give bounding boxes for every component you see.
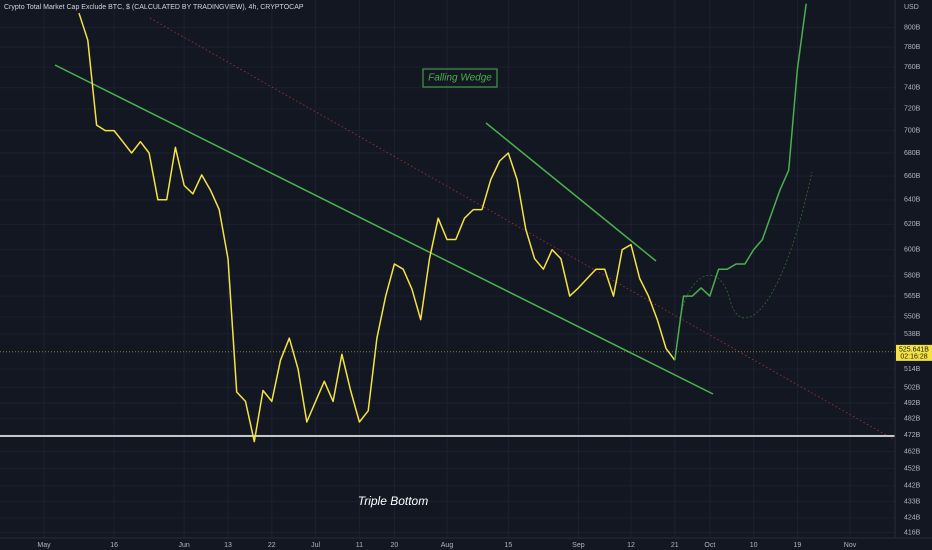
x-tick-label: 10 bbox=[750, 542, 758, 549]
y-tick-label: 514B bbox=[904, 366, 921, 373]
y-tick-label: 600B bbox=[904, 247, 921, 254]
y-tick-label: 502B bbox=[904, 384, 921, 391]
y-tick-label: 640B bbox=[904, 197, 921, 204]
y-tick-label: 740B bbox=[904, 85, 921, 92]
price-box bbox=[896, 344, 932, 361]
y-tick-label: 660B bbox=[904, 173, 921, 180]
x-tick-label: 12 bbox=[627, 542, 635, 549]
x-tick-label: 19 bbox=[794, 542, 802, 549]
x-tick-label: Jul bbox=[311, 542, 320, 549]
series-group bbox=[78, 3, 807, 443]
x-tick-label: Oct bbox=[704, 542, 715, 549]
x-tick-label: 15 bbox=[504, 542, 512, 549]
y-tick-label: 550B bbox=[904, 314, 921, 321]
x-tick-label: Aug bbox=[441, 542, 454, 549]
y-tick-label: 760B bbox=[904, 64, 921, 71]
annotation: Triple Bottom bbox=[358, 494, 428, 508]
wedge-upper-line bbox=[485, 122, 657, 262]
x-tick-label: Jun bbox=[179, 542, 190, 549]
grid bbox=[0, 0, 895, 538]
countdown-label: 02:16:28 bbox=[900, 354, 927, 361]
x-tick-label: Nov bbox=[844, 542, 857, 549]
y-tick-label: 472B bbox=[904, 432, 921, 439]
x-tick-label: 21 bbox=[671, 542, 679, 549]
y-tick-label: 482B bbox=[904, 416, 921, 423]
annotation: Falling Wedge bbox=[428, 73, 492, 84]
y-tick-label: 442B bbox=[904, 483, 921, 490]
axes: 800B 780B 760B 740B 720B 700B 680B 660B 640B 620B… bbox=[0, 24, 932, 549]
y-tick-label: 680B bbox=[904, 150, 921, 157]
y-tick-label: 492B bbox=[904, 400, 921, 407]
x-tick-label: 22 bbox=[268, 542, 276, 549]
y-tick-label: 416B bbox=[904, 529, 921, 536]
chart-title: Crypto Total Market Cap Exclude BTC, $ (… bbox=[4, 4, 304, 11]
x-tick-label: 16 bbox=[110, 542, 118, 549]
resistance-dotted-line bbox=[149, 17, 895, 441]
x-tick-label: 20 bbox=[391, 542, 399, 549]
x-tick-label: May bbox=[37, 542, 51, 549]
y-tick-label: 720B bbox=[904, 106, 921, 113]
x-tick-label: 13 bbox=[224, 542, 232, 549]
projection-arc bbox=[679, 171, 813, 319]
y-tick-label: 580B bbox=[904, 273, 921, 280]
y-tick-label: 433B bbox=[904, 498, 921, 505]
price-axis bbox=[895, 0, 932, 550]
y-tick-label: 452B bbox=[904, 465, 921, 472]
y-tick-label: 424B bbox=[904, 515, 921, 522]
y-tick-label: 462B bbox=[904, 448, 921, 455]
annotation-box bbox=[422, 68, 498, 88]
wedge-lower-line bbox=[54, 64, 714, 395]
drawings bbox=[0, 3, 895, 443]
y-tick-label: 538B bbox=[904, 331, 921, 338]
y-tick-label: 800B bbox=[904, 24, 921, 31]
y-axis-label: USD bbox=[904, 4, 919, 11]
x-tick-label: Sep bbox=[572, 542, 585, 549]
y-tick-label: 700B bbox=[904, 127, 921, 134]
y-tick-label: 780B bbox=[904, 44, 921, 51]
y-tick-label: 565B bbox=[904, 293, 921, 300]
price-label: 525.641B bbox=[899, 347, 929, 354]
x-tick-label: 11 bbox=[356, 542, 363, 549]
y-tick-label: 620B bbox=[904, 221, 921, 228]
series-line bbox=[674, 3, 807, 361]
series-line bbox=[78, 12, 676, 443]
